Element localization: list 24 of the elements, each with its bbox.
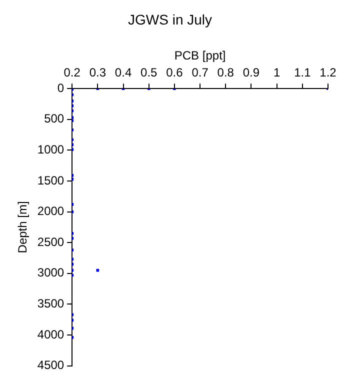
y-tick-label: 1500 [37,173,64,188]
x-tick-label: 0.4 [114,66,132,80]
x-tick-label: 0.5 [140,66,158,80]
x-tick-label: 0.7 [192,66,209,80]
x-tick-label: 0.9 [242,66,260,80]
x-tick-label: 1.2 [320,66,337,80]
y-tick-label: 4000 [37,327,64,342]
y-tick-label: 2000 [37,204,64,218]
y-tick-label: 3500 [37,296,64,311]
x-tick-label: 0.6 [166,66,184,80]
chart-title: JGWS in July [128,11,212,28]
y-tick-label: 500 [44,112,64,126]
y-tick-label: 1000 [37,142,64,157]
x-tick-label: 1.1 [294,66,312,80]
y-tick-label: 3000 [37,266,64,280]
y-tick-label: 0 [57,80,64,95]
x-tick-label: 1 [273,66,280,80]
x-tick-label: 0.8 [217,66,234,80]
y-tick-label: 4500 [37,358,64,372]
x-axis-title: PCB [ppt] [174,48,226,62]
x-tick-label: 0.2 [64,66,81,80]
y-axis-title: Depth [m] [16,201,30,254]
y-tick-label: 2500 [37,234,64,249]
x-tick-label: 0.3 [89,66,106,80]
